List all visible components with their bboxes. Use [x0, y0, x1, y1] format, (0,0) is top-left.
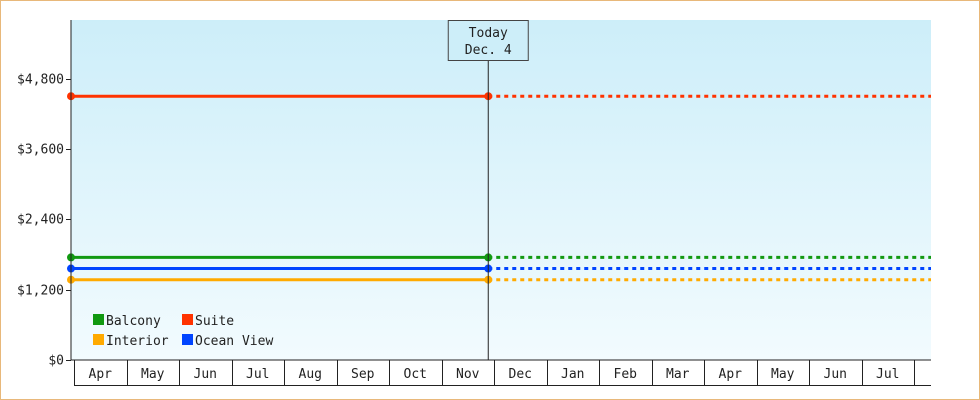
- x-tick-label: Jan: [561, 367, 584, 382]
- x-tick-label: Nov: [456, 367, 480, 382]
- legend-label-ocean-view: Ocean View: [195, 334, 273, 349]
- x-tick-label: May: [141, 367, 165, 382]
- today-label: Today: [469, 26, 508, 41]
- x-tick-label: Feb: [614, 367, 638, 382]
- legend-label-interior: Interior: [106, 334, 169, 349]
- legend-label-balcony: Balcony: [106, 314, 161, 329]
- legend-swatch-ocean-view: [182, 334, 193, 345]
- x-tick-label: Apr: [719, 367, 743, 382]
- legend-swatch-interior: [93, 334, 104, 345]
- x-tick-label: Sep: [351, 367, 375, 382]
- plot-background: [71, 20, 931, 360]
- x-tick-label: Jul: [876, 367, 899, 382]
- x-tick-label: Jul: [246, 367, 269, 382]
- y-tick-label: $4,800: [17, 73, 64, 88]
- y-tick-label: $1,200: [17, 284, 64, 299]
- y-tick-label: $3,600: [17, 143, 64, 158]
- x-tick-label: Aug: [299, 367, 322, 382]
- legend-label-suite: Suite: [195, 314, 234, 329]
- today-date: Dec. 4: [465, 43, 512, 58]
- x-tick-label: Oct: [404, 367, 427, 382]
- x-tick-label: Dec: [509, 367, 532, 382]
- x-tick-label: Mar: [666, 367, 690, 382]
- x-tick-label: May: [771, 367, 795, 382]
- x-tick-label: Jun: [824, 367, 847, 382]
- axes: [70, 20, 931, 361]
- x-tick-label: Jun: [194, 367, 217, 382]
- legend: Balcony Suite Interior Ocean View: [93, 314, 273, 349]
- today-label-box: [447, 20, 529, 61]
- y-tick-label: $2,400: [17, 213, 64, 228]
- legend-swatch-suite: [182, 314, 193, 325]
- y-tick-label: $0: [48, 354, 64, 369]
- today-marker: Today Dec. 4: [447, 20, 529, 360]
- x-axis-months: Apr May Jun Jul Aug Sep Oct Nov Dec Jan Feb Mar Apr M…: [74, 360, 931, 386]
- x-tick-label: Apr: [89, 367, 113, 382]
- legend-swatch-balcony: [93, 314, 104, 325]
- y-axis-ticks: $0 $1,200 $2,400 $3,600 $4,800: [17, 73, 71, 369]
